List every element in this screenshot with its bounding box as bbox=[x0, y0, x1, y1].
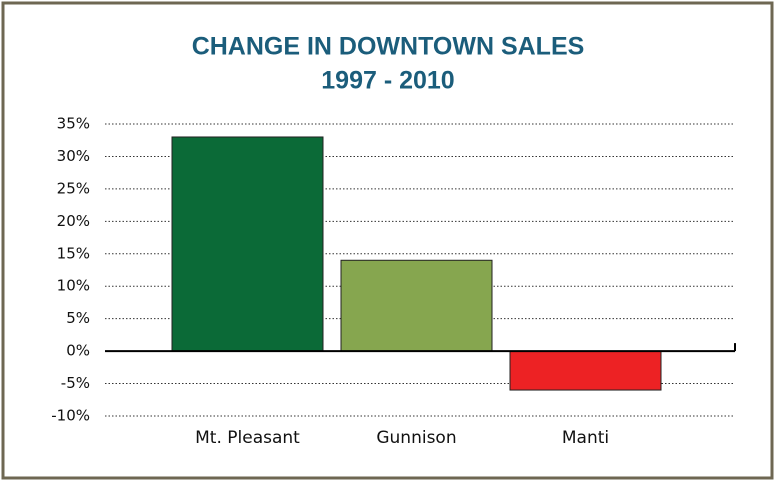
y-tick-label: -5% bbox=[61, 374, 90, 392]
x-tick-label: Manti bbox=[562, 428, 609, 448]
y-tick-label: 25% bbox=[57, 179, 90, 197]
chart-title: CHANGE IN DOWNTOWN SALES bbox=[192, 33, 585, 61]
y-tick-label: -10% bbox=[51, 407, 90, 425]
x-tick-label: Mt. Pleasant bbox=[195, 428, 300, 448]
chart-subtitle: 1997 - 2010 bbox=[321, 67, 454, 95]
y-tick-label: 35% bbox=[57, 115, 90, 133]
y-tick-label: 15% bbox=[57, 244, 90, 262]
y-tick-label: 30% bbox=[57, 147, 90, 165]
y-tick-label: 5% bbox=[66, 309, 90, 327]
bar bbox=[340, 259, 493, 352]
bar bbox=[171, 136, 324, 352]
y-tick-label: 10% bbox=[57, 277, 90, 295]
x-tick-label: Gunnison bbox=[376, 428, 456, 448]
bar bbox=[509, 350, 662, 391]
y-tick-label: 0% bbox=[66, 342, 90, 360]
y-tick-label: 20% bbox=[57, 212, 90, 230]
